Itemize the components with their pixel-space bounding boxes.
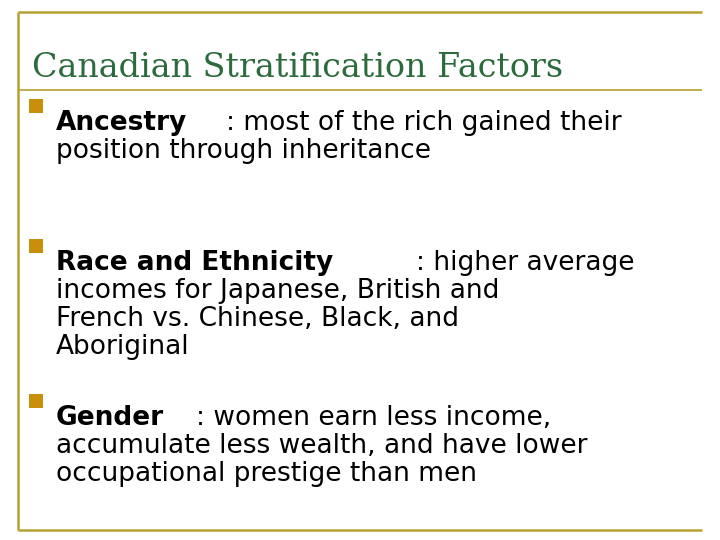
Text: : most of the rich gained their: : most of the rich gained their [227,110,622,136]
Text: Aboriginal: Aboriginal [56,334,189,360]
Text: accumulate less wealth, and have lower: accumulate less wealth, and have lower [56,433,588,459]
Text: Canadian Stratification Factors: Canadian Stratification Factors [32,52,563,84]
Bar [29,239,43,253]
Text: incomes for Japanese, British and: incomes for Japanese, British and [56,278,500,304]
Text: occupational prestige than men: occupational prestige than men [56,461,477,487]
Text: Gender: Gender [56,405,164,431]
Text: : higher average: : higher average [416,250,634,276]
Text: Ancestry: Ancestry [56,110,187,136]
Text: : women earn less income,: : women earn less income, [197,405,552,431]
Text: Race and Ethnicity: Race and Ethnicity [56,250,333,276]
Bar [29,99,43,113]
Text: position through inheritance: position through inheritance [56,138,431,164]
Text: French vs. Chinese, Black, and: French vs. Chinese, Black, and [56,306,459,332]
Bar [29,394,43,408]
